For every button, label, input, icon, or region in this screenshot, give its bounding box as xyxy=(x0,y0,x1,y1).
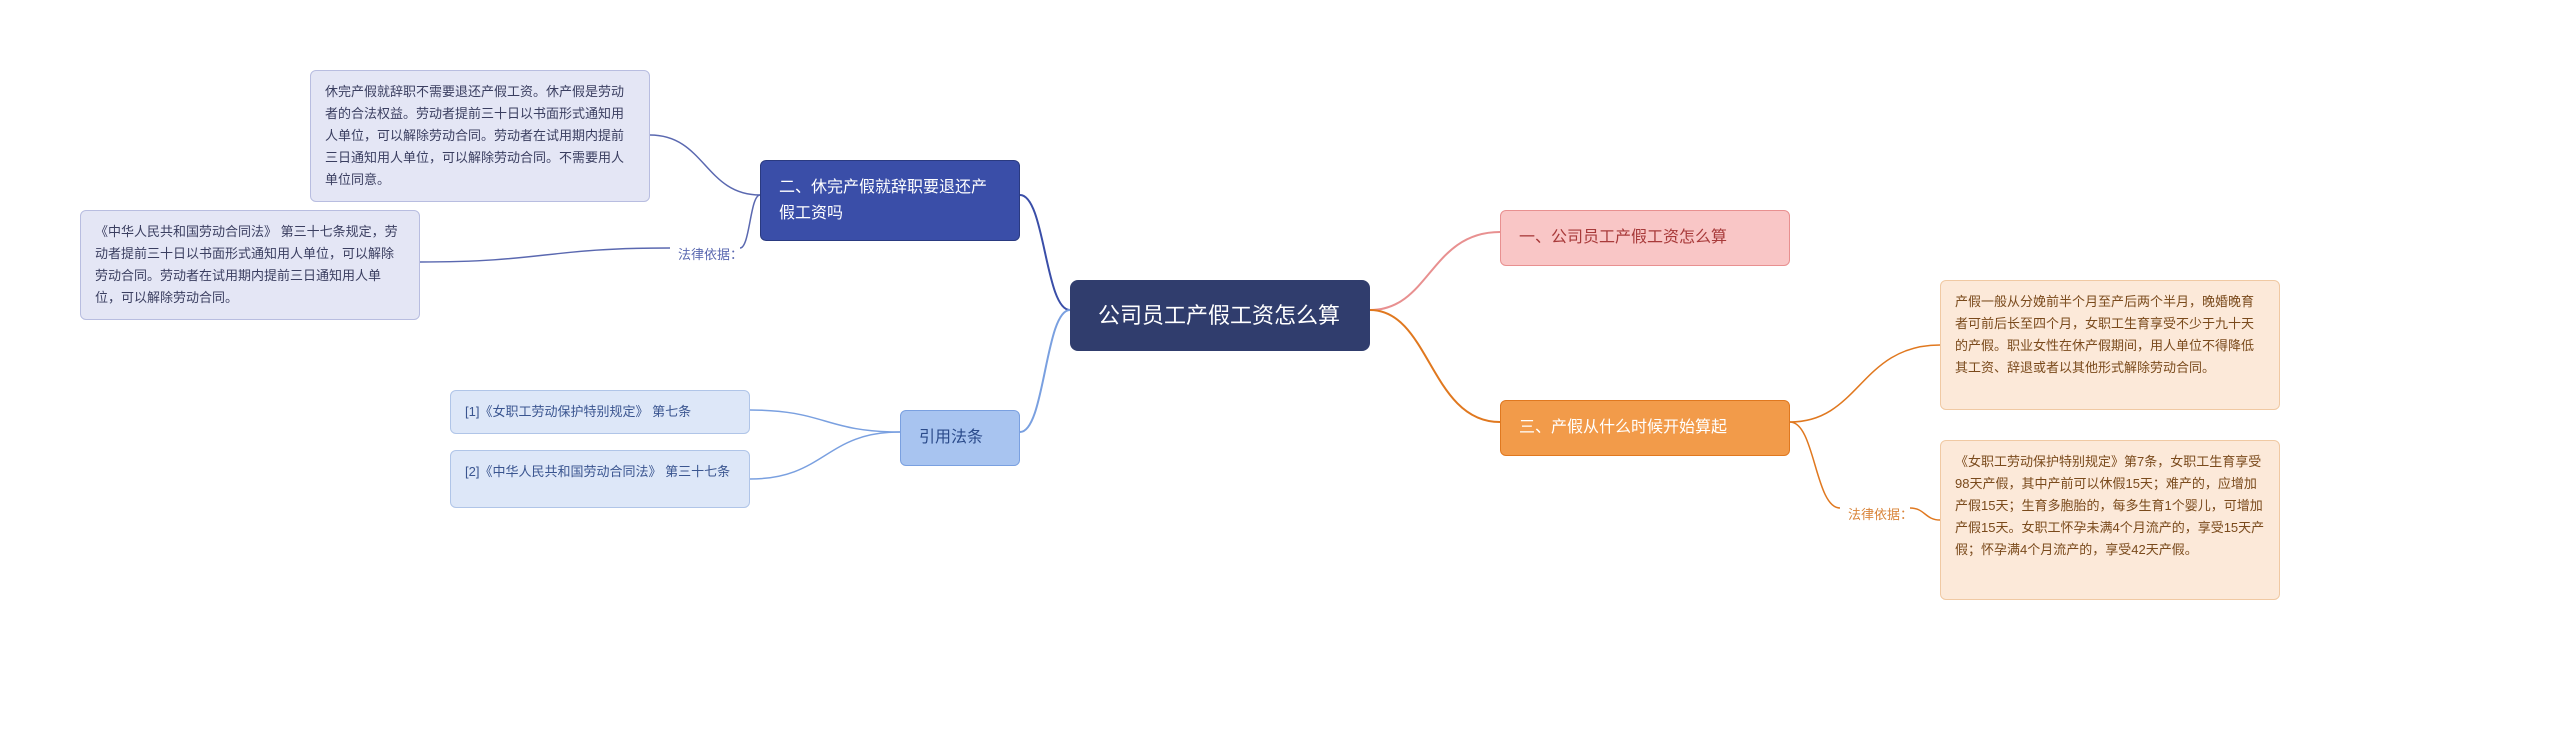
branch-2: 二、休完产假就辞职要退还产假工资吗 xyxy=(760,160,1020,241)
branch-citations: 引用法条 xyxy=(900,410,1020,466)
branch-2-legal-label: 法律依据： xyxy=(670,240,751,267)
citation-1: [1]《女职工劳动保护特别规定》 第七条 xyxy=(450,390,750,434)
branch-3-leaf-1: 产假一般从分娩前半个月至产后两个半月，晚婚晚育者可前后长至四个月，女职工生育享受… xyxy=(1940,280,2280,410)
branch-1: 一、公司员工产假工资怎么算 xyxy=(1500,210,1790,266)
branch-3-leaf-2: 《女职工劳动保护特别规定》第7条，女职工生育享受98天产假，其中产前可以休假15… xyxy=(1940,440,2280,600)
branch-2-leaf-1: 休完产假就辞职不需要退还产假工资。休产假是劳动者的合法权益。劳动者提前三十日以书… xyxy=(310,70,650,202)
branch-3: 三、产假从什么时候开始算起 xyxy=(1500,400,1790,456)
citation-2: [2]《中华人民共和国劳动合同法》 第三十七条 xyxy=(450,450,750,508)
branch-3-legal-label: 法律依据： xyxy=(1840,500,1921,527)
center-node: 公司员工产假工资怎么算 xyxy=(1070,280,1370,351)
branch-2-leaf-2: 《中华人民共和国劳动合同法》 第三十七条规定，劳动者提前三十日以书面形式通知用人… xyxy=(80,210,420,320)
